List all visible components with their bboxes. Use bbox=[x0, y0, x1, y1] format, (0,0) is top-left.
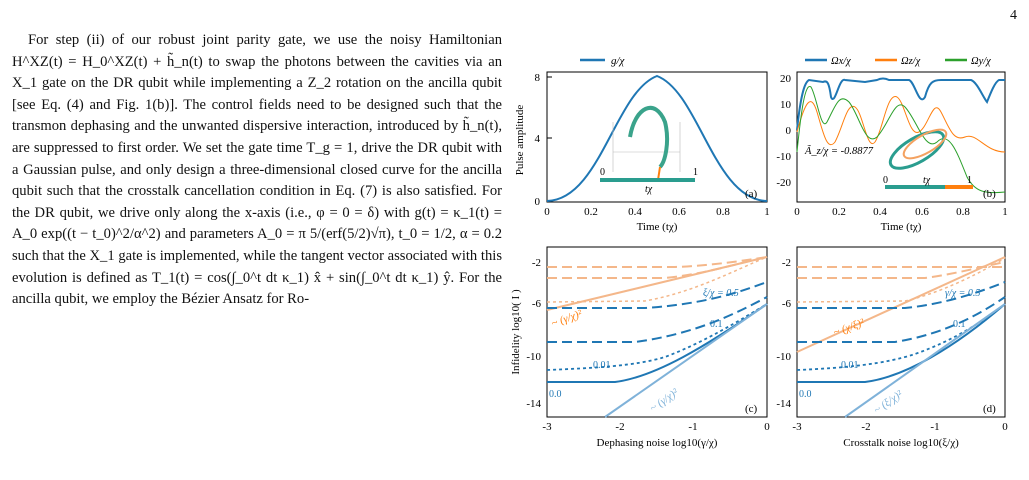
panel-a: g/χ 0 4 8 Pulse amplitude 0 0.2 0.4 0.6 … bbox=[514, 55, 770, 233]
y-tick: 4 bbox=[535, 133, 541, 145]
curve-label: 0.01 bbox=[593, 360, 611, 371]
curve-label: 0.0 bbox=[799, 389, 812, 400]
panel-a-frame bbox=[546, 71, 768, 203]
y-tick: -10 bbox=[776, 351, 791, 363]
body-text-column: For step (ii) of our robust joint parity… bbox=[12, 30, 502, 311]
curve-label: ~ (γ/χ)² bbox=[648, 386, 681, 414]
panel-label-d: (d) bbox=[983, 403, 996, 415]
x-tick: 0 bbox=[764, 421, 770, 433]
y-axis-label: Infidelity log10( I ) bbox=[510, 289, 522, 375]
y-tick: 0 bbox=[786, 125, 792, 137]
figure-4: g/χ 0 4 8 Pulse amplitude 0 0.2 0.4 0.6 … bbox=[510, 55, 1008, 449]
inset-3d-curve: 0 1 tχ bbox=[883, 128, 973, 189]
legend-label-omega-y: Ωy/χ bbox=[971, 56, 991, 67]
inset-tick: 0 bbox=[883, 175, 888, 186]
y-tick: -6 bbox=[532, 298, 542, 310]
x-tick: 0 bbox=[544, 206, 550, 218]
panel-c: -2 -6 -10 -14 Infidelity log10( I ) -3 -… bbox=[510, 246, 770, 449]
y-tick: -20 bbox=[776, 177, 791, 189]
orange-dotted bbox=[796, 257, 1006, 303]
curve-label: 0.0 bbox=[549, 389, 562, 400]
x-tick: -2 bbox=[615, 421, 624, 433]
x-tick: 0.6 bbox=[672, 206, 686, 218]
x-tick: 0.2 bbox=[584, 206, 598, 218]
orange-dashed-mid bbox=[797, 261, 1006, 279]
x-axis-label: Time (tχ) bbox=[881, 221, 922, 233]
y-tick: 20 bbox=[780, 73, 792, 85]
x-axis-label: Dephasing noise log10(γ/χ) bbox=[597, 437, 718, 449]
x-tick: 1 bbox=[764, 206, 770, 218]
inset-label: tχ bbox=[645, 184, 653, 195]
blue-dashed-05 bbox=[797, 281, 1006, 309]
panel-label-b: (b) bbox=[983, 188, 996, 200]
omega-y-curve bbox=[796, 86, 1006, 194]
x-tick: -2 bbox=[861, 421, 870, 433]
panel-c-frame bbox=[546, 246, 768, 418]
y-tick: -6 bbox=[782, 298, 792, 310]
omega-z-curve bbox=[796, 96, 1006, 153]
inset-label: tχ bbox=[923, 175, 931, 186]
light-blue-reference-line bbox=[604, 303, 768, 418]
curve-label: ~ (γ/χ)² bbox=[550, 308, 584, 330]
x-axis-label: Crosstalk noise log10(ξ/χ) bbox=[843, 437, 959, 449]
legend-label-g: g/χ bbox=[611, 55, 626, 67]
x-tick: 0.2 bbox=[832, 206, 846, 218]
x-tick: 0 bbox=[1002, 421, 1008, 433]
panel-b-frame bbox=[796, 71, 1006, 203]
light-blue-reference-line bbox=[844, 303, 1006, 418]
legend-label-omega-z: Ωz/χ bbox=[901, 56, 921, 67]
y-tick: -10 bbox=[526, 351, 541, 363]
y-tick: -2 bbox=[532, 257, 541, 269]
curve-label: ~ (ξ/χ)² bbox=[872, 388, 906, 417]
orange-reference-line bbox=[796, 256, 1006, 353]
x-tick: -3 bbox=[542, 421, 552, 433]
gaussian-pulse-curve bbox=[546, 74, 768, 202]
orange-dotted bbox=[546, 256, 768, 303]
curve-label: 0.01 bbox=[841, 360, 859, 371]
curve-label: 0.1 bbox=[953, 319, 966, 330]
y-tick: 8 bbox=[535, 72, 541, 84]
panel-label-c: (c) bbox=[745, 403, 758, 415]
legend-label-omega-x: Ωx/χ bbox=[831, 56, 851, 67]
x-tick: 1 bbox=[1002, 206, 1008, 218]
y-axis-label: Pulse amplitude bbox=[514, 105, 526, 176]
x-tick: -1 bbox=[930, 421, 939, 433]
panel-d: -2 -6 -10 -14 -3 -2 -1 0 Crosstalk noise… bbox=[776, 246, 1008, 449]
curve-label: ~ (χ/ξ)² bbox=[832, 316, 867, 338]
x-tick: 0 bbox=[794, 206, 800, 218]
y-tick: -14 bbox=[776, 398, 791, 410]
omega-x-curve bbox=[796, 77, 1005, 131]
blue-dashed-01 bbox=[547, 296, 768, 343]
orange-dashed-mid bbox=[547, 256, 768, 279]
curve-label: ξ/χ = 0.5 bbox=[703, 288, 739, 299]
orange-dashed-top bbox=[547, 256, 768, 268]
panel-b: Ωx/χ Ωz/χ Ωy/χ 20 10 0 -10 -20 0 0.2 0.4… bbox=[776, 56, 1007, 233]
y-tick: -10 bbox=[776, 151, 791, 163]
x-tick: 0.6 bbox=[915, 206, 929, 218]
inset-3d-curve: 0 1 tχ bbox=[600, 106, 698, 195]
curve-label: 0.1 bbox=[710, 319, 723, 330]
x-tick: -1 bbox=[688, 421, 697, 433]
x-tick: -3 bbox=[792, 421, 802, 433]
inset-tick: 1 bbox=[693, 167, 698, 178]
blue-dashed-05 bbox=[547, 281, 768, 309]
body-paragraph: For step (ii) of our robust joint parity… bbox=[12, 32, 502, 308]
panel-label-a: (a) bbox=[745, 188, 758, 200]
y-tick: -14 bbox=[526, 398, 541, 410]
y-tick: -2 bbox=[782, 257, 791, 269]
x-tick: 0.4 bbox=[628, 206, 642, 218]
inset-tick: 0 bbox=[600, 167, 605, 178]
y-tick: 0 bbox=[535, 196, 541, 208]
y-tick: 10 bbox=[780, 99, 792, 111]
page-number: 4 bbox=[1010, 8, 1017, 23]
curve-label: γ/χ = 0.5 bbox=[945, 288, 980, 299]
x-tick: 0.4 bbox=[873, 206, 887, 218]
panel-d-frame bbox=[796, 246, 1006, 418]
annotation-az: Ã_z/χ = -0.8877 bbox=[804, 145, 874, 157]
inset-tick: 1 bbox=[967, 175, 972, 186]
x-axis-label: Time (tχ) bbox=[637, 221, 678, 233]
x-tick: 0.8 bbox=[956, 206, 970, 218]
x-tick: 0.8 bbox=[716, 206, 730, 218]
